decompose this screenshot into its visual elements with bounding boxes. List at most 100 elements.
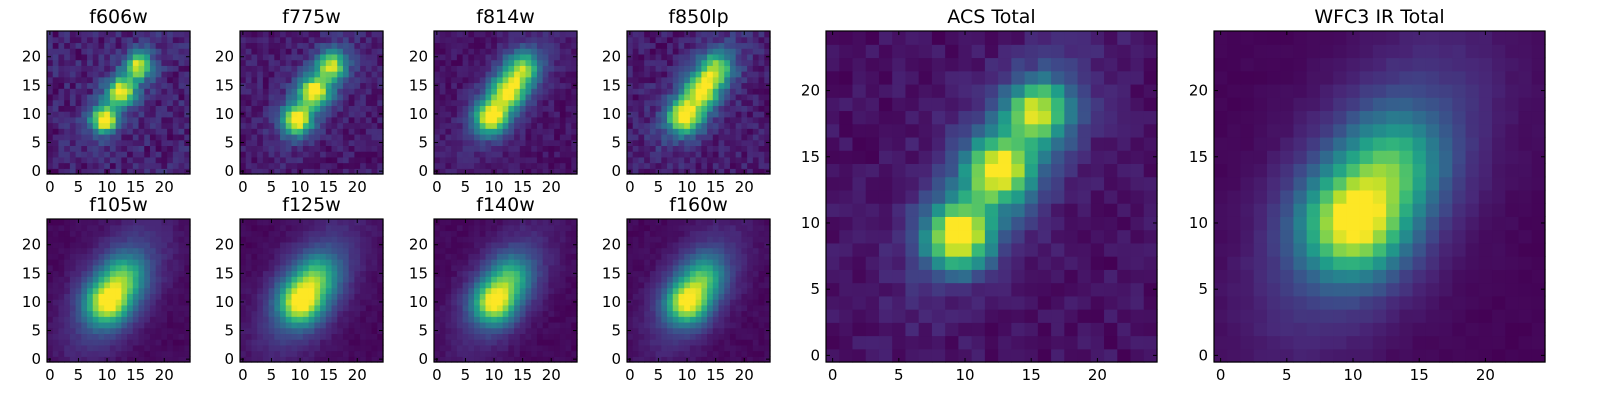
heatmap-cell xyxy=(462,71,469,78)
heatmap-cell xyxy=(531,270,538,277)
heatmap-cell xyxy=(354,310,361,317)
heatmap-cell xyxy=(701,105,708,112)
heatmap-cell xyxy=(678,276,685,283)
heatmap-cell xyxy=(485,116,492,124)
heatmap-cell xyxy=(285,236,293,243)
heatmap-cell xyxy=(508,333,515,340)
heatmap-cell xyxy=(644,299,651,306)
heatmap-cell xyxy=(98,168,105,175)
heatmap-cell xyxy=(445,287,452,294)
heatmap-cell xyxy=(98,53,105,61)
heatmap-cell xyxy=(519,236,527,243)
heatmap-cell xyxy=(178,59,185,66)
heatmap-cell xyxy=(508,151,515,158)
heatmap-cell xyxy=(314,259,321,266)
heatmap-cell xyxy=(149,42,157,49)
heatmap-cell xyxy=(257,299,264,306)
heatmap-cell xyxy=(69,287,77,294)
heatmap-cell xyxy=(98,293,105,300)
heatmap-cell xyxy=(707,42,714,49)
heatmap-cell xyxy=(149,93,157,101)
heatmap-cell xyxy=(320,31,327,38)
panel-title: f140w xyxy=(476,194,535,216)
heatmap-cell xyxy=(701,88,708,95)
heatmap-cell xyxy=(348,310,355,317)
heatmap-cell xyxy=(69,310,77,317)
heatmap-cell xyxy=(64,99,71,106)
heatmap-cell xyxy=(445,53,452,61)
heatmap-cell xyxy=(632,293,640,300)
y-tick-label: 0 xyxy=(418,162,428,180)
heatmap-cell xyxy=(69,36,77,44)
heatmap-cell xyxy=(75,247,82,254)
heatmap-cell xyxy=(638,133,645,141)
heatmap-cell xyxy=(354,48,361,55)
heatmap-cell xyxy=(712,293,720,300)
heatmap-cell xyxy=(240,156,247,164)
heatmap-cell xyxy=(667,344,674,352)
heatmap-cell xyxy=(337,59,344,66)
heatmap-cell xyxy=(496,139,504,146)
heatmap-cell xyxy=(268,82,275,89)
heatmap-cell xyxy=(701,99,708,106)
heatmap-cell xyxy=(144,105,151,112)
heatmap-cell xyxy=(758,333,765,340)
heatmap-cell xyxy=(360,281,367,289)
heatmap-cell xyxy=(360,71,367,78)
heatmap-cell xyxy=(542,259,549,266)
heatmap-cell xyxy=(172,82,180,89)
heatmap-cell xyxy=(554,281,561,289)
heatmap-cell xyxy=(701,321,708,329)
heatmap-cell xyxy=(104,350,111,357)
heatmap-cell xyxy=(75,76,82,84)
heatmap-cell xyxy=(468,264,475,272)
heatmap-cell xyxy=(684,59,691,66)
heatmap-cell xyxy=(172,247,180,254)
heatmap-cell xyxy=(485,156,492,164)
heatmap-cell xyxy=(172,219,180,226)
heatmap-cell xyxy=(554,356,561,363)
heatmap-cell xyxy=(758,304,765,312)
heatmap-cell xyxy=(649,304,657,312)
heatmap-cell xyxy=(115,53,122,61)
axes-frame xyxy=(626,30,771,175)
heatmap-cell xyxy=(285,219,293,226)
heatmap-cell xyxy=(712,310,720,317)
heatmap-cell xyxy=(320,133,327,141)
heatmap-cell xyxy=(245,321,253,329)
heatmap-cell xyxy=(92,59,100,66)
heatmap-cell xyxy=(468,293,475,300)
heatmap-cell xyxy=(632,93,640,101)
heatmap-cell xyxy=(138,48,145,55)
heatmap-cell xyxy=(718,93,725,101)
heatmap-cell xyxy=(684,139,691,146)
heatmap-cell xyxy=(320,316,327,323)
heatmap-cell xyxy=(377,71,384,78)
heatmap-cell xyxy=(257,344,264,352)
heatmap-cells xyxy=(434,219,578,363)
heatmap-cell xyxy=(297,304,304,312)
heatmap-cell xyxy=(337,236,344,243)
heatmap-cell xyxy=(638,350,645,357)
heatmap-cell xyxy=(649,116,657,124)
heatmap-cell xyxy=(434,293,441,300)
heatmap-cell xyxy=(184,236,191,243)
heatmap-cell xyxy=(684,156,691,164)
heatmap-cell xyxy=(104,93,111,101)
heatmap-cell xyxy=(342,350,350,357)
heatmap-cell xyxy=(291,236,298,243)
heatmap-cell xyxy=(342,299,350,306)
heatmap-cell xyxy=(445,145,452,152)
heatmap-cell xyxy=(138,253,145,260)
heatmap-cell xyxy=(571,236,578,243)
heatmap-cell xyxy=(502,264,509,272)
heatmap-cell xyxy=(655,65,662,72)
heatmap-cell xyxy=(331,82,338,89)
heatmap-cell xyxy=(508,88,515,95)
heatmap-cell xyxy=(542,310,549,317)
heatmap-cell xyxy=(291,53,298,61)
heatmap-cell xyxy=(127,145,134,152)
heatmap-cell xyxy=(632,111,640,118)
heatmap-cell xyxy=(104,65,111,72)
heatmap-cell xyxy=(75,93,82,101)
